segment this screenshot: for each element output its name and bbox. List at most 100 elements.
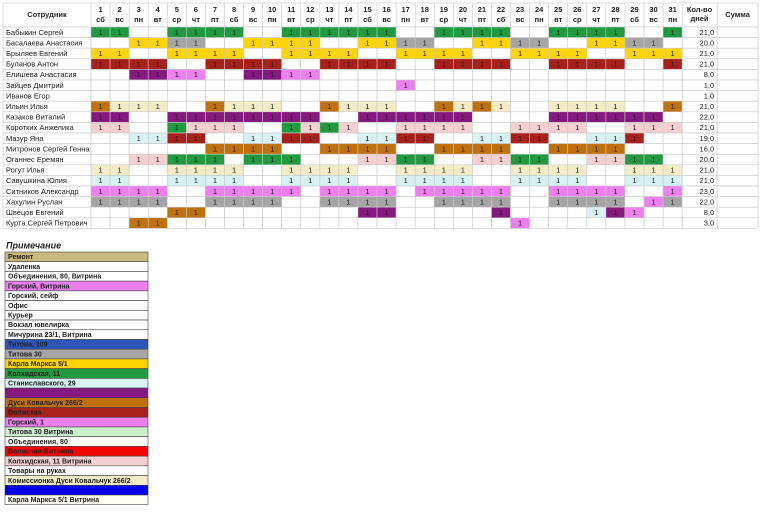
employee-name: Оганнес Еремян	[6, 155, 64, 164]
day-value: 1	[213, 60, 217, 69]
day-value: 1	[442, 176, 446, 185]
legend-label: Удаленка	[8, 264, 40, 271]
employee-name: Иванов Егор	[6, 91, 50, 100]
day-cell	[395, 143, 416, 155]
day-value: 1	[346, 60, 350, 69]
day-cell	[186, 90, 206, 102]
day-value: 1	[289, 123, 293, 132]
day-cell	[281, 90, 302, 102]
day-cell	[510, 196, 530, 208]
day-value: 1	[499, 60, 503, 69]
day-number: 16	[382, 5, 390, 14]
day-value: 1	[671, 60, 675, 69]
day-cell	[548, 37, 569, 49]
day-cell	[147, 122, 168, 134]
day-cell	[338, 69, 359, 81]
sum-cell	[716, 153, 759, 166]
day-value: 1	[365, 102, 369, 111]
day-value: 1	[651, 113, 655, 122]
day-cell	[414, 26, 435, 38]
day-value: 1	[651, 38, 655, 47]
day-value: 1	[461, 176, 465, 185]
day-value: 1	[442, 166, 446, 175]
day-value: 1	[175, 113, 179, 122]
day-cell	[128, 26, 149, 38]
day-cell	[605, 69, 626, 81]
day-value: 1	[346, 102, 350, 111]
legend-label: Титова, 109	[8, 342, 48, 349]
day-cell	[491, 175, 511, 187]
day-cell	[624, 185, 645, 197]
day-value: 1	[499, 102, 503, 111]
day-value: 1	[594, 187, 598, 196]
day-cell	[376, 47, 397, 60]
day-value: 1	[118, 176, 122, 185]
day-value: 1	[461, 60, 465, 69]
day-value: 1	[175, 176, 179, 185]
legend-label: Волжская	[8, 410, 42, 417]
employee-name: Казаков Виталий	[6, 113, 65, 122]
day-count: 20,0	[700, 155, 715, 164]
day-value: 1	[461, 123, 465, 132]
day-value: 1	[213, 28, 217, 37]
day-value: 1	[251, 144, 255, 153]
day-weekday: вт	[287, 15, 296, 24]
day-value: 1	[423, 134, 427, 143]
day-value: 1	[327, 187, 331, 196]
day-value: 1	[404, 38, 408, 47]
day-cell	[376, 69, 397, 81]
day-cell	[319, 111, 340, 123]
day-cell	[433, 132, 454, 144]
day-count: 3,0	[704, 219, 714, 228]
day-value: 1	[346, 123, 350, 132]
day-cell	[586, 175, 607, 187]
day-value: 1	[575, 60, 579, 69]
day-value: 1	[518, 134, 522, 143]
day-value: 1	[98, 113, 102, 122]
day-value: 1	[308, 166, 312, 175]
day-value: 1	[575, 187, 579, 196]
day-value: 1	[537, 123, 541, 132]
day-value: 1	[518, 219, 522, 228]
day-number: 12	[306, 5, 314, 14]
day-cell	[186, 100, 206, 113]
day-value: 1	[251, 38, 255, 47]
day-value: 1	[308, 70, 312, 79]
day-number: 21	[478, 5, 486, 14]
day-value: 1	[118, 187, 122, 196]
day-cell	[395, 26, 416, 38]
day-cell	[357, 217, 378, 229]
day-cell	[338, 111, 359, 123]
day-cell	[281, 217, 302, 229]
day-value: 1	[423, 187, 427, 196]
day-cell	[128, 122, 149, 134]
day-value: 1	[98, 49, 102, 58]
day-cell	[109, 206, 130, 219]
day-value: 1	[289, 28, 293, 37]
day-cell	[205, 90, 225, 102]
day-cell	[109, 143, 130, 155]
day-weekday: сб	[497, 15, 506, 24]
day-value: 1	[404, 49, 408, 58]
legend-title: Примечание	[6, 240, 61, 250]
day-value: 1	[156, 60, 160, 69]
day-weekday: сб	[230, 15, 239, 24]
day-cell	[186, 143, 206, 155]
day-value: 1	[671, 166, 675, 175]
day-cell	[90, 90, 111, 102]
day-value: 1	[175, 166, 179, 175]
day-number: 4	[156, 5, 161, 14]
day-value: 1	[137, 60, 141, 69]
day-value: 1	[327, 28, 331, 37]
day-cell	[624, 69, 645, 81]
day-value: 1	[613, 197, 617, 206]
day-weekday: вт	[554, 15, 563, 24]
day-cell	[395, 185, 416, 197]
day-cell	[376, 79, 397, 91]
day-weekday: чт	[325, 15, 333, 24]
employee-name: Зайцев Дмитрий	[6, 81, 64, 90]
day-value: 1	[613, 113, 617, 122]
day-cell	[529, 58, 549, 70]
day-number: 20	[459, 5, 467, 14]
day-count: 8,0	[704, 208, 714, 217]
